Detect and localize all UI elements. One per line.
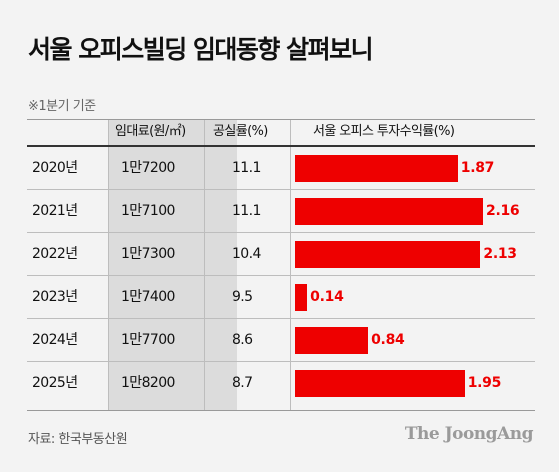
year-label: 2023년	[32, 289, 78, 305]
rent-value: 1만7300	[121, 246, 175, 262]
vacancy-value: 11.1	[232, 160, 261, 176]
yield-label: 2.16	[486, 203, 520, 219]
rent-value: 1만7200	[121, 160, 175, 176]
rent-value: 1만7100	[121, 203, 175, 219]
yield-bar	[295, 370, 465, 397]
row-rule	[27, 361, 535, 362]
yield-label: 0.84	[371, 332, 405, 348]
column-divider	[204, 119, 205, 411]
yield-label: 1.87	[460, 160, 495, 176]
header-yield: 서울 오피스 투자수익률(%)	[313, 124, 455, 139]
vacancy-value: 11.1	[232, 203, 261, 219]
header-vacancy: 공실률(%)	[213, 124, 268, 139]
yield-label: 2.13	[483, 246, 517, 262]
year-label: 2024년	[32, 332, 78, 348]
year-label: 2022년	[32, 246, 78, 262]
vacancy-value: 8.7	[232, 375, 253, 391]
row-rule	[27, 318, 535, 319]
row-rule	[27, 275, 535, 276]
year-label: 2025년	[32, 375, 78, 391]
yield-bar	[295, 241, 481, 268]
rent-column-background	[108, 119, 237, 411]
row-rule	[27, 189, 535, 190]
footnote: ※1분기 기준	[28, 99, 96, 114]
table-bottom-rule	[27, 410, 535, 411]
rent-value: 1만7400	[121, 289, 175, 305]
rent-value: 1만7700	[121, 332, 175, 348]
yield-label: 1.95	[467, 375, 502, 391]
header-rule	[27, 145, 535, 147]
yield-bar	[295, 155, 458, 182]
year-label: 2020년	[32, 160, 78, 176]
yield-label: 0.14	[310, 289, 344, 305]
yield-bar	[295, 198, 483, 225]
row-rule	[27, 232, 535, 233]
year-label: 2021년	[32, 203, 78, 219]
data-table: 임대료(원/㎡) 공실률(%) 서울 오피스 투자수익률(%) 2020년 1만7…	[27, 119, 535, 411]
header-rent: 임대료(원/㎡)	[115, 124, 186, 139]
vacancy-value: 9.5	[232, 289, 253, 305]
column-divider	[290, 119, 291, 411]
vacancy-value: 8.6	[232, 332, 253, 348]
rent-value: 1만8200	[121, 375, 175, 391]
chart-title: 서울 오피스빌딩 임대동향 살펴보니	[28, 35, 374, 64]
yield-bar	[295, 327, 369, 354]
column-divider	[108, 119, 109, 411]
vacancy-value: 10.4	[232, 246, 261, 262]
publisher-logo: The JoongAng	[404, 424, 534, 444]
yield-bar	[295, 284, 308, 311]
source-note: 자료: 한국부동산원	[28, 432, 128, 447]
table-top-rule	[27, 119, 535, 120]
